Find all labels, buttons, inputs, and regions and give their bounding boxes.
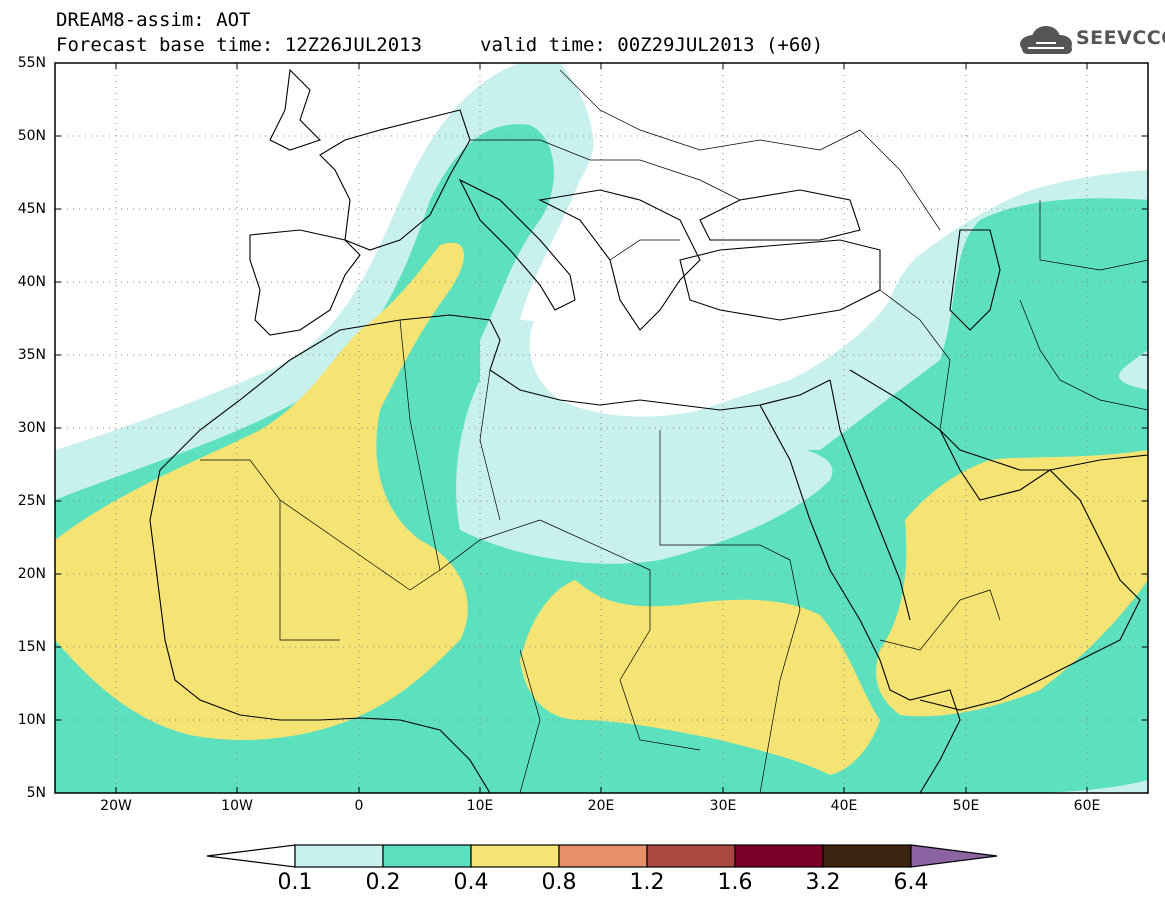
colorbar-low-arrow: [206, 844, 296, 868]
graticule: [55, 63, 1148, 793]
cloud-icon: [1020, 26, 1072, 54]
colorbar-label: 0.8: [541, 870, 577, 895]
lat-label: 5N: [26, 785, 46, 801]
colorbar-segment: [558, 844, 648, 868]
lat-label: 35N: [17, 347, 46, 363]
forecast-base-time: Forecast base time: 12Z26JUL2013: [56, 34, 423, 56]
lat-label: 30N: [17, 420, 46, 436]
colorbar-label: 6.4: [893, 870, 929, 895]
aot-band-0.1-inner: [456, 380, 833, 564]
colorbar-label: 1.6: [717, 870, 753, 895]
lon-label: 60E: [1073, 798, 1101, 814]
colorbar-label: 0.4: [453, 870, 489, 895]
lat-label: 25N: [17, 493, 46, 509]
colorbar: [206, 844, 998, 868]
lat-label: 50N: [17, 128, 46, 144]
lat-label: 55N: [17, 55, 46, 71]
lon-label: 30E: [709, 798, 737, 814]
colorbar-segment: [822, 844, 912, 868]
tick-marks: [55, 62, 1148, 794]
lat-label: 10N: [17, 712, 46, 728]
colorbar-label: 0.2: [365, 870, 401, 895]
colorbar-segment: [646, 844, 736, 868]
lat-label: 20N: [17, 566, 46, 582]
valid-time: valid time: 00Z29JUL2013 (+60): [480, 34, 824, 56]
colorbar-segment: [470, 844, 560, 868]
lon-label: 10W: [221, 798, 253, 814]
lat-label: 15N: [17, 639, 46, 655]
map-title: DREAM8-assim: AOT: [56, 9, 251, 31]
logo-text: SEEVCCC: [1076, 27, 1165, 49]
colorbar-label: 3.2: [805, 870, 841, 895]
lon-label: 10E: [466, 798, 494, 814]
lon-label: 40E: [830, 798, 858, 814]
colorbar-label: 1.2: [629, 870, 665, 895]
colorbar-label: 0.1: [277, 870, 313, 895]
colorbar-segment: [294, 844, 384, 868]
colorbar-segment: [734, 844, 824, 868]
lon-label: 20W: [100, 798, 132, 814]
lat-label: 40N: [17, 274, 46, 290]
colorbar-high-arrow: [910, 844, 998, 868]
lon-label: 20E: [587, 798, 615, 814]
borders: [200, 69, 1148, 793]
lat-label: 45N: [17, 201, 46, 217]
lon-label: 50E: [952, 798, 980, 814]
colorbar-segment: [382, 844, 472, 868]
aot-band-0.4: [55, 242, 1148, 775]
lon-label: 0: [354, 798, 364, 814]
